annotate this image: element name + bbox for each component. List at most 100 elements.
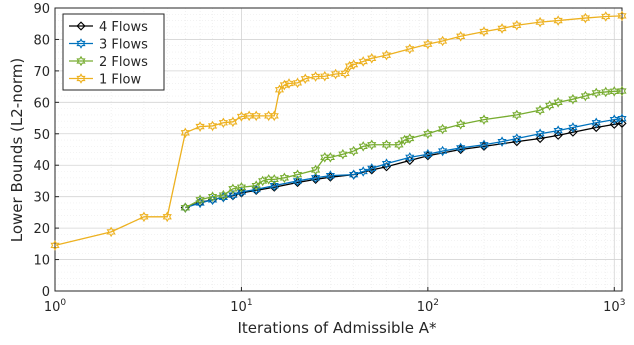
data-point bbox=[381, 139, 392, 151]
data-point bbox=[617, 10, 627, 22]
data-point bbox=[617, 85, 627, 97]
legend-swatch-marker bbox=[76, 55, 86, 67]
data-point bbox=[311, 172, 321, 184]
data-point bbox=[591, 122, 601, 133]
data-point bbox=[423, 38, 433, 50]
data-point bbox=[568, 127, 578, 137]
data-point bbox=[349, 59, 359, 70]
y-tick-label: 50 bbox=[33, 128, 50, 143]
data-point bbox=[423, 148, 433, 160]
data-point bbox=[535, 16, 545, 28]
data-point bbox=[617, 113, 627, 124]
data-point bbox=[300, 73, 310, 85]
data-point bbox=[545, 100, 555, 111]
data-point bbox=[228, 183, 238, 195]
data-point bbox=[568, 93, 578, 105]
data-point bbox=[456, 119, 466, 130]
x-tick-label: 100 bbox=[44, 298, 67, 315]
data-point bbox=[479, 114, 489, 125]
y-tick-label: 40 bbox=[33, 159, 50, 174]
data-point bbox=[358, 166, 368, 177]
data-point bbox=[497, 23, 507, 34]
data-point bbox=[269, 174, 279, 185]
data-point bbox=[180, 202, 190, 213]
data-point bbox=[338, 148, 348, 160]
data-point bbox=[139, 211, 149, 223]
y-tick-label: 60 bbox=[33, 96, 50, 111]
data-point bbox=[218, 189, 228, 201]
x-tick-base: 10 bbox=[230, 300, 247, 315]
x-tick-exponent: 3 bbox=[620, 298, 626, 308]
data-point bbox=[106, 226, 116, 238]
data-point bbox=[609, 114, 619, 125]
series-2-flows bbox=[180, 85, 627, 213]
data-point bbox=[512, 19, 522, 31]
y-tick-label: 0 bbox=[42, 285, 50, 300]
legend-item: 3 Flows bbox=[69, 38, 148, 53]
data-point bbox=[591, 117, 601, 129]
data-point bbox=[367, 163, 377, 174]
data-point bbox=[207, 120, 218, 132]
legend-item: 1 Flow bbox=[69, 73, 141, 88]
data-point bbox=[292, 169, 303, 180]
data-point bbox=[195, 121, 205, 132]
y-axis-label: Lower Bounds (L2-norm) bbox=[8, 58, 26, 243]
legend-label: 1 Flow bbox=[99, 73, 141, 88]
x-tick-exponent: 2 bbox=[433, 298, 439, 308]
x-tick-base: 10 bbox=[417, 300, 434, 315]
data-point bbox=[311, 164, 321, 176]
data-point bbox=[284, 78, 294, 89]
data-point bbox=[553, 125, 563, 136]
data-point bbox=[512, 133, 522, 144]
data-point bbox=[358, 56, 368, 67]
data-point bbox=[207, 191, 218, 202]
series-group bbox=[50, 10, 627, 251]
legend-item: 4 Flows bbox=[69, 20, 148, 35]
data-point bbox=[601, 11, 611, 22]
data-point bbox=[292, 175, 303, 187]
data-point bbox=[162, 211, 172, 223]
data-point bbox=[438, 145, 448, 157]
legend: 4 Flows 3 Flows 2 Flows 1 Flow bbox=[62, 13, 165, 91]
data-point bbox=[251, 110, 261, 122]
data-point bbox=[344, 60, 355, 72]
x-axis-label: Iterations of Admissible A* bbox=[238, 319, 437, 337]
data-point bbox=[535, 133, 545, 144]
data-point bbox=[269, 110, 279, 122]
data-point bbox=[479, 26, 489, 37]
data-point bbox=[269, 180, 279, 191]
series-line bbox=[185, 118, 623, 209]
data-point bbox=[331, 68, 341, 80]
data-point bbox=[325, 170, 335, 181]
x-tick-base: 10 bbox=[44, 300, 61, 315]
data-point bbox=[535, 104, 545, 116]
legend-label: 2 Flows bbox=[99, 55, 148, 70]
data-point bbox=[311, 71, 321, 82]
data-point bbox=[279, 79, 289, 91]
x-tick-exponent: 0 bbox=[60, 298, 66, 308]
data-point bbox=[50, 240, 60, 251]
data-point bbox=[497, 136, 507, 147]
plot-frame bbox=[54, 7, 623, 292]
legend-swatch-marker bbox=[76, 21, 86, 31]
data-point bbox=[617, 118, 627, 128]
data-point bbox=[399, 134, 410, 146]
data-point bbox=[512, 109, 522, 121]
y-tick-label: 90 bbox=[33, 2, 50, 17]
data-point bbox=[438, 35, 448, 47]
data-point bbox=[358, 141, 368, 152]
y-tick-label: 20 bbox=[33, 222, 50, 237]
legend-swatch-marker bbox=[76, 38, 86, 49]
data-point bbox=[580, 12, 590, 24]
data-point bbox=[320, 70, 330, 82]
legend-label: 3 Flows bbox=[99, 38, 148, 53]
y-tick-label: 30 bbox=[33, 191, 50, 206]
data-point bbox=[381, 158, 392, 169]
series-line bbox=[54, 15, 623, 247]
data-point bbox=[325, 152, 335, 163]
data-point bbox=[456, 31, 466, 42]
data-point bbox=[423, 128, 433, 140]
data-point bbox=[479, 139, 489, 151]
